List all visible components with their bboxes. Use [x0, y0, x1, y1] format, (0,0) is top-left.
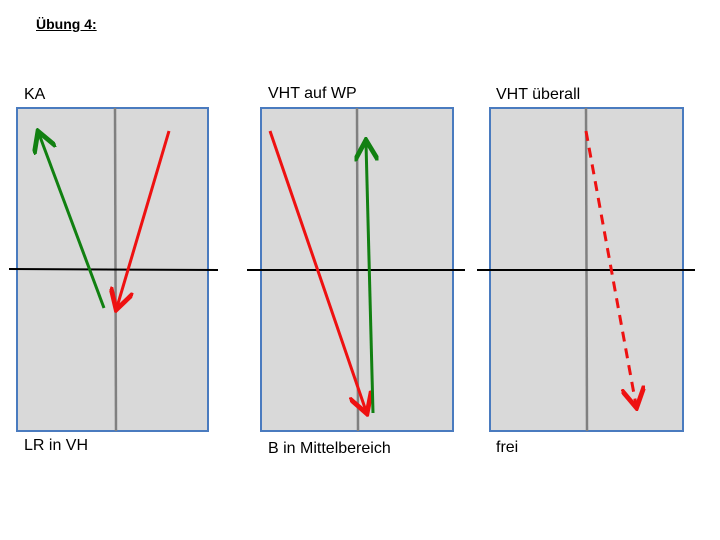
panel-label: VHT auf WP	[268, 85, 357, 102]
panel-label: B in Mittelbereich	[268, 440, 391, 457]
title: Übung 4:	[36, 16, 97, 32]
panel-label: frei	[496, 439, 519, 456]
panel-label: VHT überall	[496, 86, 581, 103]
panel	[247, 107, 465, 432]
panel-label: KA	[24, 86, 46, 103]
panel	[477, 107, 695, 432]
panel-label: LR in VH	[24, 437, 89, 454]
panel	[8, 107, 219, 432]
